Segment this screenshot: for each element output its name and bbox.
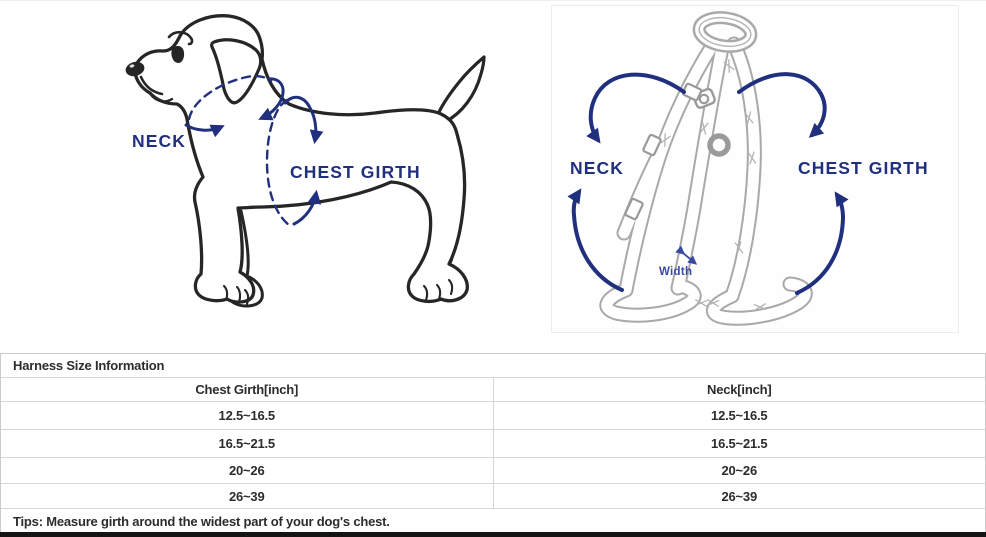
dog-eyebrow (167, 30, 194, 46)
neck-value: 20~26 (721, 463, 757, 478)
harness-illustration: NECK CHEST GIRTH Width (567, 11, 929, 326)
table-title: Harness Size Information (1, 353, 985, 377)
neck-value: 26~39 (721, 488, 757, 504)
chest-girth-value: 16.5~21.5 (1, 430, 494, 457)
dog-neck-arrow-bottom (184, 123, 225, 138)
dog-nose-highlight (129, 64, 135, 68)
dog-neck-label: NECK (132, 131, 186, 151)
dog-toe-lines (222, 278, 454, 306)
table-row: 26~39 26~39 (1, 483, 985, 508)
chest-girth-value: 12.5~16.5 (1, 402, 494, 429)
dog-ear (210, 38, 263, 105)
harness-measurement-diagram: NECK CHEST GIRTH Width (551, 5, 959, 333)
dog-neck-dashed-line (187, 74, 273, 121)
dog-neck-arrow-top (258, 77, 285, 121)
harness-chest-arrow-bottom (795, 191, 849, 295)
harness-width-label: Width (659, 266, 692, 278)
harness-straps (599, 36, 813, 326)
dog-tail (436, 55, 486, 124)
harness-arrows (567, 72, 849, 295)
dog-measurement-diagram: NECK CHEST GIRTH (95, 6, 495, 338)
dog-chest-arrow-bottom (292, 189, 322, 226)
harness-hardware (624, 82, 731, 221)
column-header-chest-girth: Chest Girth[inch] (1, 378, 494, 401)
harness-neck-label: NECK (570, 158, 624, 178)
chest-girth-value: 26~39 (1, 484, 494, 508)
harness-width-arrow (675, 245, 698, 265)
illustration-section: NECK CHEST GIRTH (0, 0, 986, 338)
table-row: 20~26 20~26 (1, 457, 985, 483)
dog-eye (171, 46, 185, 64)
dog-chest-girth-label: CHEST GIRTH (290, 162, 421, 182)
harness-chest-arrow-top (737, 72, 827, 138)
bottom-divider-bar (0, 532, 986, 537)
neck-value: 16.5~21.5 (711, 436, 768, 451)
column-header-neck: Neck[inch] (707, 382, 772, 397)
dog-illustration: NECK CHEST GIRTH (125, 14, 486, 308)
dog-chest-dashed-line (265, 98, 291, 227)
harness-neck-arrow-top (586, 72, 686, 144)
harness-stitching (659, 59, 767, 311)
harness-handle (692, 11, 758, 53)
chest-girth-value: 20~26 (1, 458, 494, 483)
dog-mouth (139, 75, 164, 96)
dog-chest-arrow-top (283, 95, 324, 145)
harness-neck-arrow-bottom (567, 188, 624, 292)
table-row: 16.5~21.5 16.5~21.5 (1, 429, 985, 457)
dog-chin (150, 94, 174, 103)
table-row: 12.5~16.5 12.5~16.5 (1, 401, 985, 429)
harness-chest-girth-label: CHEST GIRTH (798, 158, 929, 178)
table-header-row: Chest Girth[inch] Neck[inch] (1, 377, 985, 401)
dog-body-outline (133, 14, 469, 304)
neck-value: 12.5~16.5 (711, 408, 768, 423)
harness-size-table: Harness Size Information Chest Girth[inc… (0, 353, 986, 536)
